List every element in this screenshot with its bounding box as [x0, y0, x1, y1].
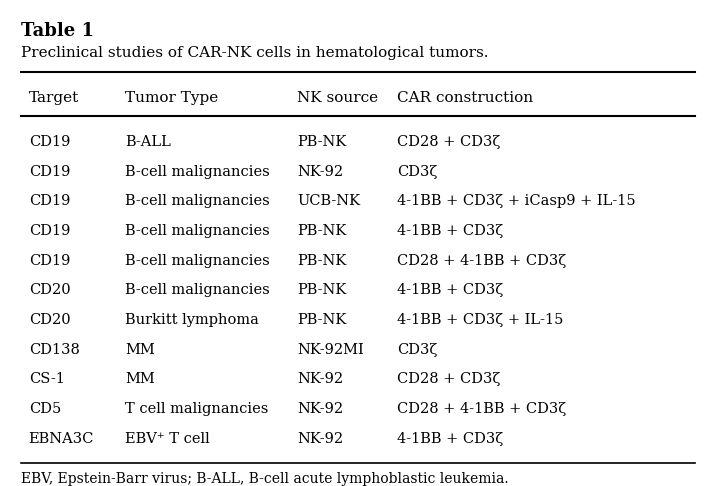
Text: CD19: CD19	[29, 254, 70, 268]
Text: CD19: CD19	[29, 135, 70, 149]
Text: CD3ζ: CD3ζ	[397, 343, 437, 357]
Text: CD19: CD19	[29, 165, 70, 179]
Text: Burkitt lymphoma: Burkitt lymphoma	[125, 313, 259, 327]
Text: NK-92MI: NK-92MI	[297, 343, 364, 357]
Text: T cell malignancies: T cell malignancies	[125, 402, 268, 416]
Text: NK source: NK source	[297, 91, 378, 105]
Text: EBV, Epstein-Barr virus; B-ALL, B-cell acute lymphoblastic leukemia.: EBV, Epstein-Barr virus; B-ALL, B-cell a…	[21, 472, 509, 486]
Text: NK-92: NK-92	[297, 165, 343, 179]
Text: Tumor Type: Tumor Type	[125, 91, 218, 105]
Text: CD3ζ: CD3ζ	[397, 165, 437, 179]
Text: Preclinical studies of CAR-NK cells in hematological tumors.: Preclinical studies of CAR-NK cells in h…	[21, 46, 489, 60]
Text: Target: Target	[29, 91, 79, 105]
Text: NK-92: NK-92	[297, 372, 343, 386]
Text: PB-NK: PB-NK	[297, 135, 347, 149]
Text: 4-1BB + CD3ζ: 4-1BB + CD3ζ	[397, 283, 503, 297]
Text: PB-NK: PB-NK	[297, 254, 347, 268]
Text: B-cell malignancies: B-cell malignancies	[125, 194, 270, 208]
Text: 4-1BB + CD3ζ: 4-1BB + CD3ζ	[397, 224, 503, 238]
Text: NK-92: NK-92	[297, 432, 343, 446]
Text: CD19: CD19	[29, 224, 70, 238]
Text: EBV⁺ T cell: EBV⁺ T cell	[125, 432, 210, 446]
Text: EBNA3C: EBNA3C	[29, 432, 94, 446]
Text: MM: MM	[125, 343, 155, 357]
Text: CD20: CD20	[29, 313, 70, 327]
Text: PB-NK: PB-NK	[297, 224, 347, 238]
Text: CD28 + 4-1BB + CD3ζ: CD28 + 4-1BB + CD3ζ	[397, 254, 566, 268]
Text: CD19: CD19	[29, 194, 70, 208]
Text: MM: MM	[125, 372, 155, 386]
Text: CD138: CD138	[29, 343, 79, 357]
Text: PB-NK: PB-NK	[297, 283, 347, 297]
Text: B-cell malignancies: B-cell malignancies	[125, 283, 270, 297]
Text: CS-1: CS-1	[29, 372, 64, 386]
Text: CD5: CD5	[29, 402, 61, 416]
Text: B-cell malignancies: B-cell malignancies	[125, 165, 270, 179]
Text: CAR construction: CAR construction	[397, 91, 533, 105]
Text: CD20: CD20	[29, 283, 70, 297]
Text: NK-92: NK-92	[297, 402, 343, 416]
Text: CD28 + CD3ζ: CD28 + CD3ζ	[397, 372, 500, 386]
Text: 4-1BB + CD3ζ: 4-1BB + CD3ζ	[397, 432, 503, 446]
Text: B-cell malignancies: B-cell malignancies	[125, 254, 270, 268]
Text: B-ALL: B-ALL	[125, 135, 171, 149]
Text: B-cell malignancies: B-cell malignancies	[125, 224, 270, 238]
Text: 4-1BB + CD3ζ + IL-15: 4-1BB + CD3ζ + IL-15	[397, 313, 563, 327]
Text: CD28 + CD3ζ: CD28 + CD3ζ	[397, 135, 500, 149]
Text: UCB-NK: UCB-NK	[297, 194, 360, 208]
Text: CD28 + 4-1BB + CD3ζ: CD28 + 4-1BB + CD3ζ	[397, 402, 566, 416]
Text: PB-NK: PB-NK	[297, 313, 347, 327]
Text: 4-1BB + CD3ζ + iCasp9 + IL-15: 4-1BB + CD3ζ + iCasp9 + IL-15	[397, 194, 636, 208]
Text: Table 1: Table 1	[21, 22, 95, 40]
